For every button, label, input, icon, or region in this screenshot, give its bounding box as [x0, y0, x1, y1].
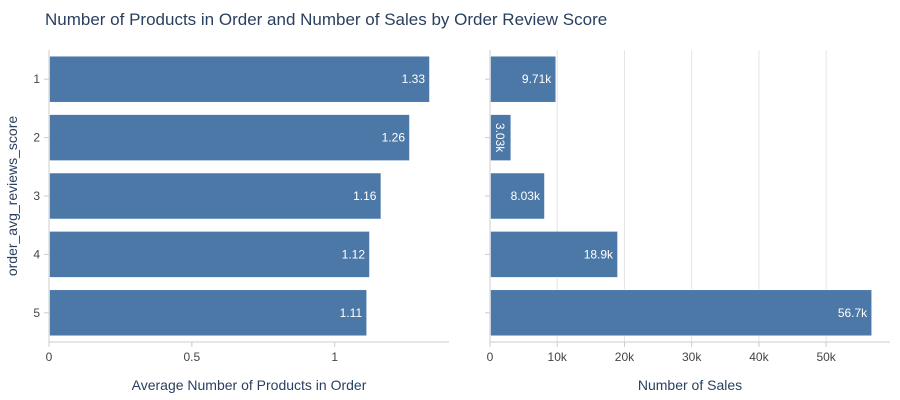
- x-tick-label-1-5: 50k: [816, 350, 836, 364]
- bar-1-3: [490, 172, 545, 220]
- data-label-1-2: 3.03k: [493, 123, 507, 153]
- x-tick-label-1-0: 0: [487, 350, 494, 364]
- y-tick-label-2: 2: [33, 131, 40, 145]
- bar-1-1: [490, 55, 557, 103]
- data-label-1-1: 9.71k: [522, 72, 552, 86]
- data-label-0-1: 1.33: [402, 72, 426, 86]
- x-tick-label-0-0: 0: [46, 350, 53, 364]
- x-axis-label-0: Average Number of Products in Order: [132, 377, 367, 393]
- bar-0-1: [49, 55, 430, 103]
- data-label-0-4: 1.12: [342, 247, 366, 261]
- y-axis-label: order_avg_reviews_score: [4, 116, 20, 277]
- data-label-0-3: 1.16: [353, 189, 377, 203]
- x-tick-label-1-2: 20k: [615, 350, 635, 364]
- x-tick-label-1-1: 10k: [548, 350, 568, 364]
- x-tick-label-1-4: 40k: [749, 350, 769, 364]
- data-label-0-2: 1.26: [382, 131, 406, 145]
- x-axis-label-1: Number of Sales: [638, 377, 742, 393]
- y-tick-label-4: 4: [33, 247, 40, 261]
- data-label-0-5: 1.11: [340, 306, 363, 320]
- y-tick-label-3: 3: [33, 189, 40, 203]
- data-label-1-4: 18.9k: [584, 247, 614, 261]
- chart-title: Number of Products in Order and Number o…: [45, 10, 607, 29]
- bar-0-5: [49, 289, 367, 337]
- bar-0-2: [49, 114, 410, 161]
- bar-1-5: [490, 289, 872, 337]
- data-label-1-3: 8.03k: [511, 189, 541, 203]
- bar-1-2: [490, 114, 512, 161]
- bar-0-4: [49, 231, 370, 278]
- y-tick-label-1: 1: [33, 72, 40, 86]
- x-tick-label-0-1: 0.5: [184, 350, 201, 364]
- data-label-1-5: 56.7k: [838, 306, 868, 320]
- x-tick-label-1-3: 30k: [682, 350, 702, 364]
- x-tick-label-0-2: 1: [331, 350, 338, 364]
- bar-1-4: [490, 231, 618, 278]
- y-tick-label-5: 5: [33, 306, 40, 320]
- bar-0-3: [49, 172, 382, 220]
